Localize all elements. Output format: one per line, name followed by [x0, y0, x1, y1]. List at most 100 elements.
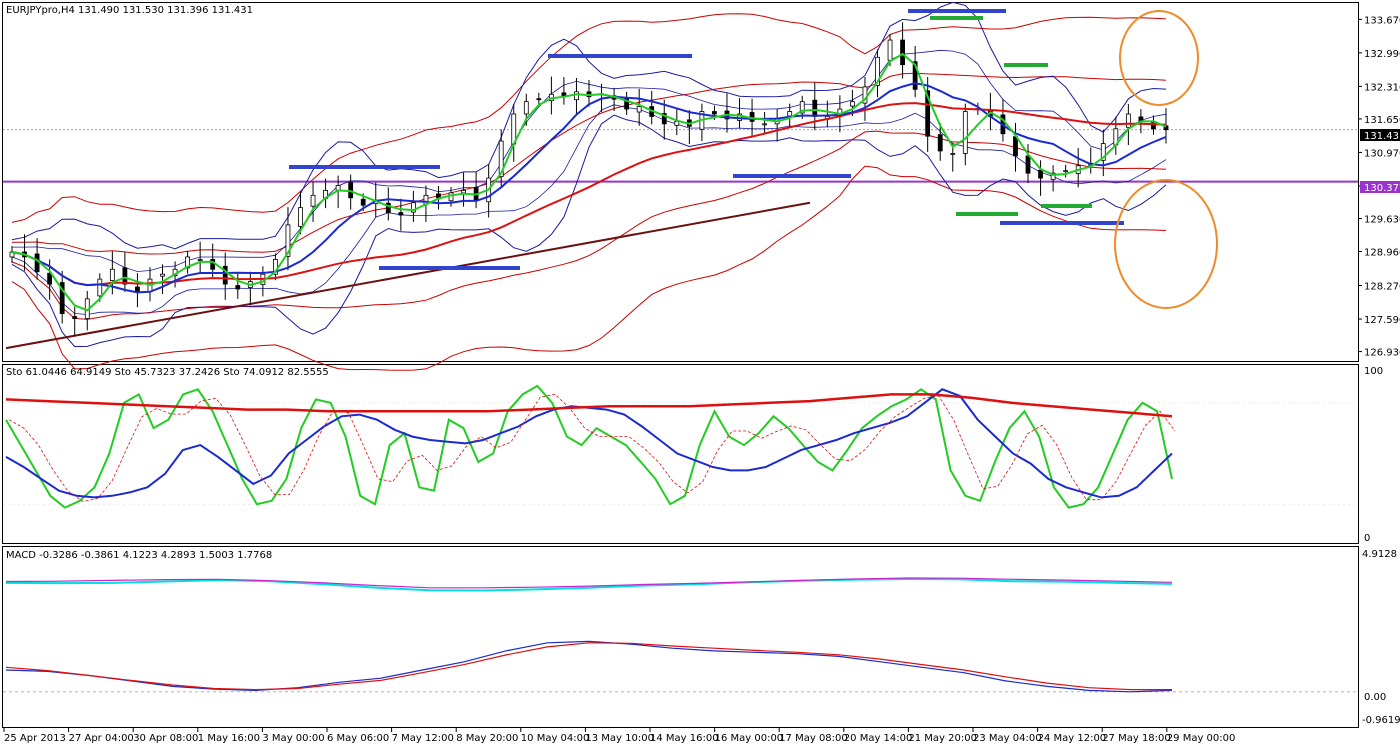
price-tick-label: 130.970	[1364, 148, 1400, 159]
macd-series-1	[5, 577, 1173, 592]
date-label: 7 May 12:00	[392, 733, 454, 744]
candle-body	[812, 99, 818, 117]
candle-body	[536, 98, 542, 101]
candle-body	[661, 113, 667, 125]
date-label: 20 May 14:00	[844, 733, 913, 744]
date-label: 16 May 00:00	[715, 733, 784, 744]
candle-body	[1125, 113, 1131, 128]
price-tick-label: 126.930	[1364, 348, 1400, 359]
candle-body	[636, 106, 642, 113]
date-label: 17 May 08:00	[779, 733, 848, 744]
current-price-label: 131.431	[1364, 131, 1400, 142]
date-label: 1 May 16:00	[198, 733, 260, 744]
stochastic-signal-fast	[8, 393, 1176, 502]
marked-level-label: 130.377	[1364, 183, 1400, 194]
outer-band-lower	[11, 165, 1167, 371]
macd-series-2	[5, 577, 1173, 589]
candle-body	[360, 198, 366, 206]
mid-band-upper	[12, 72, 1167, 255]
candle-body	[109, 268, 115, 282]
candle-body	[273, 259, 278, 275]
axes-layer: 133.670132.990132.310131.650130.970130.2…	[3, 15, 1400, 744]
current-price-tag	[1360, 129, 1400, 141]
outer-band-upper	[11, 13, 1167, 223]
date-label: 29 May 00:00	[1167, 733, 1236, 744]
highlight-circle-top	[1119, 10, 1199, 106]
inner-band-lower-2	[11, 104, 1167, 315]
candle-body	[937, 134, 943, 152]
candle-body	[122, 267, 128, 285]
macd-tick-bottom: -0.9619	[1362, 715, 1400, 726]
date-label: 14 May 16:00	[650, 733, 719, 744]
candle-body	[34, 253, 40, 273]
date-label: 27 May 18:00	[1102, 733, 1171, 744]
candle-body	[1050, 172, 1056, 180]
price-tick-label: 133.670	[1364, 15, 1400, 26]
candle-body	[135, 286, 140, 292]
candle-body	[1025, 155, 1031, 174]
candle-body	[436, 193, 441, 199]
candle-body	[1038, 169, 1043, 179]
candle-body	[498, 140, 504, 177]
candle-body	[461, 189, 466, 194]
support-resistance-marks	[289, 9, 1218, 309]
candle-body	[197, 259, 203, 261]
ma-mid-line	[11, 82, 1167, 294]
price-tick-label: 132.990	[1364, 49, 1400, 60]
candle-body	[310, 194, 316, 207]
candle-body	[1013, 136, 1018, 157]
stochastic-series-3	[5, 393, 1173, 418]
candle-body	[523, 101, 529, 115]
trendline-layer	[5, 201, 811, 350]
price-tick-label: 128.960	[1364, 248, 1400, 259]
candle-body	[912, 61, 918, 90]
stoch-tick-100: 100	[1364, 366, 1383, 377]
date-label: 25 Apr 2013	[4, 733, 66, 744]
candle-body	[222, 265, 228, 285]
date-label: 10 May 04:00	[521, 733, 590, 744]
date-label: 23 May 04:00	[973, 733, 1042, 744]
candle-body	[59, 282, 65, 315]
macd-pane	[2, 546, 1359, 728]
price-tick-label: 127.590	[1364, 315, 1400, 326]
candle-body	[448, 192, 454, 202]
inner-band-upper	[11, 1, 1167, 250]
date-label: 13 May 10:00	[585, 733, 654, 744]
candle-body	[72, 316, 78, 319]
inner-band-lower	[11, 114, 1167, 348]
stoch-tick-0: 0	[1364, 533, 1370, 544]
candle-body	[285, 224, 291, 257]
candle-body	[298, 207, 303, 227]
highlight-circle-bottom	[1114, 179, 1218, 309]
date-label: 6 May 06:00	[327, 733, 389, 744]
candle-body	[925, 90, 931, 137]
macd-series-4	[5, 642, 1172, 691]
moving-averages	[11, 52, 1167, 312]
candle-body	[160, 273, 165, 277]
candle-body	[962, 111, 968, 154]
candle-body	[574, 91, 579, 101]
date-label: 21 May 20:00	[908, 733, 977, 744]
candle-body	[398, 212, 404, 216]
ma-fast-line	[11, 52, 1167, 312]
stochastic-header: Sto 61.0446 64.9149 Sto 45.7323 37.2426 …	[6, 367, 329, 378]
marked-level-tag	[1360, 181, 1400, 193]
price-tick-label: 128.270	[1364, 282, 1400, 293]
macd-lines	[5, 577, 1173, 693]
price-tick-label: 132.310	[1364, 82, 1400, 93]
candle-body	[712, 111, 717, 115]
stochastic-series-1	[5, 384, 1173, 509]
date-label: 8 May 20:00	[456, 733, 518, 744]
candle-body	[385, 202, 391, 213]
price-tick-label: 131.650	[1364, 115, 1400, 126]
date-label: 30 Apr 08:00	[133, 733, 198, 744]
candle-body	[97, 278, 103, 297]
candle-body	[950, 153, 956, 155]
macd-tick-zero: 0.00	[1364, 692, 1386, 703]
candle-body	[799, 101, 805, 114]
date-label: 3 May 00:00	[262, 733, 324, 744]
ma-slow-line	[11, 102, 1167, 287]
candle-body	[410, 202, 416, 213]
candle-body	[1063, 170, 1069, 173]
